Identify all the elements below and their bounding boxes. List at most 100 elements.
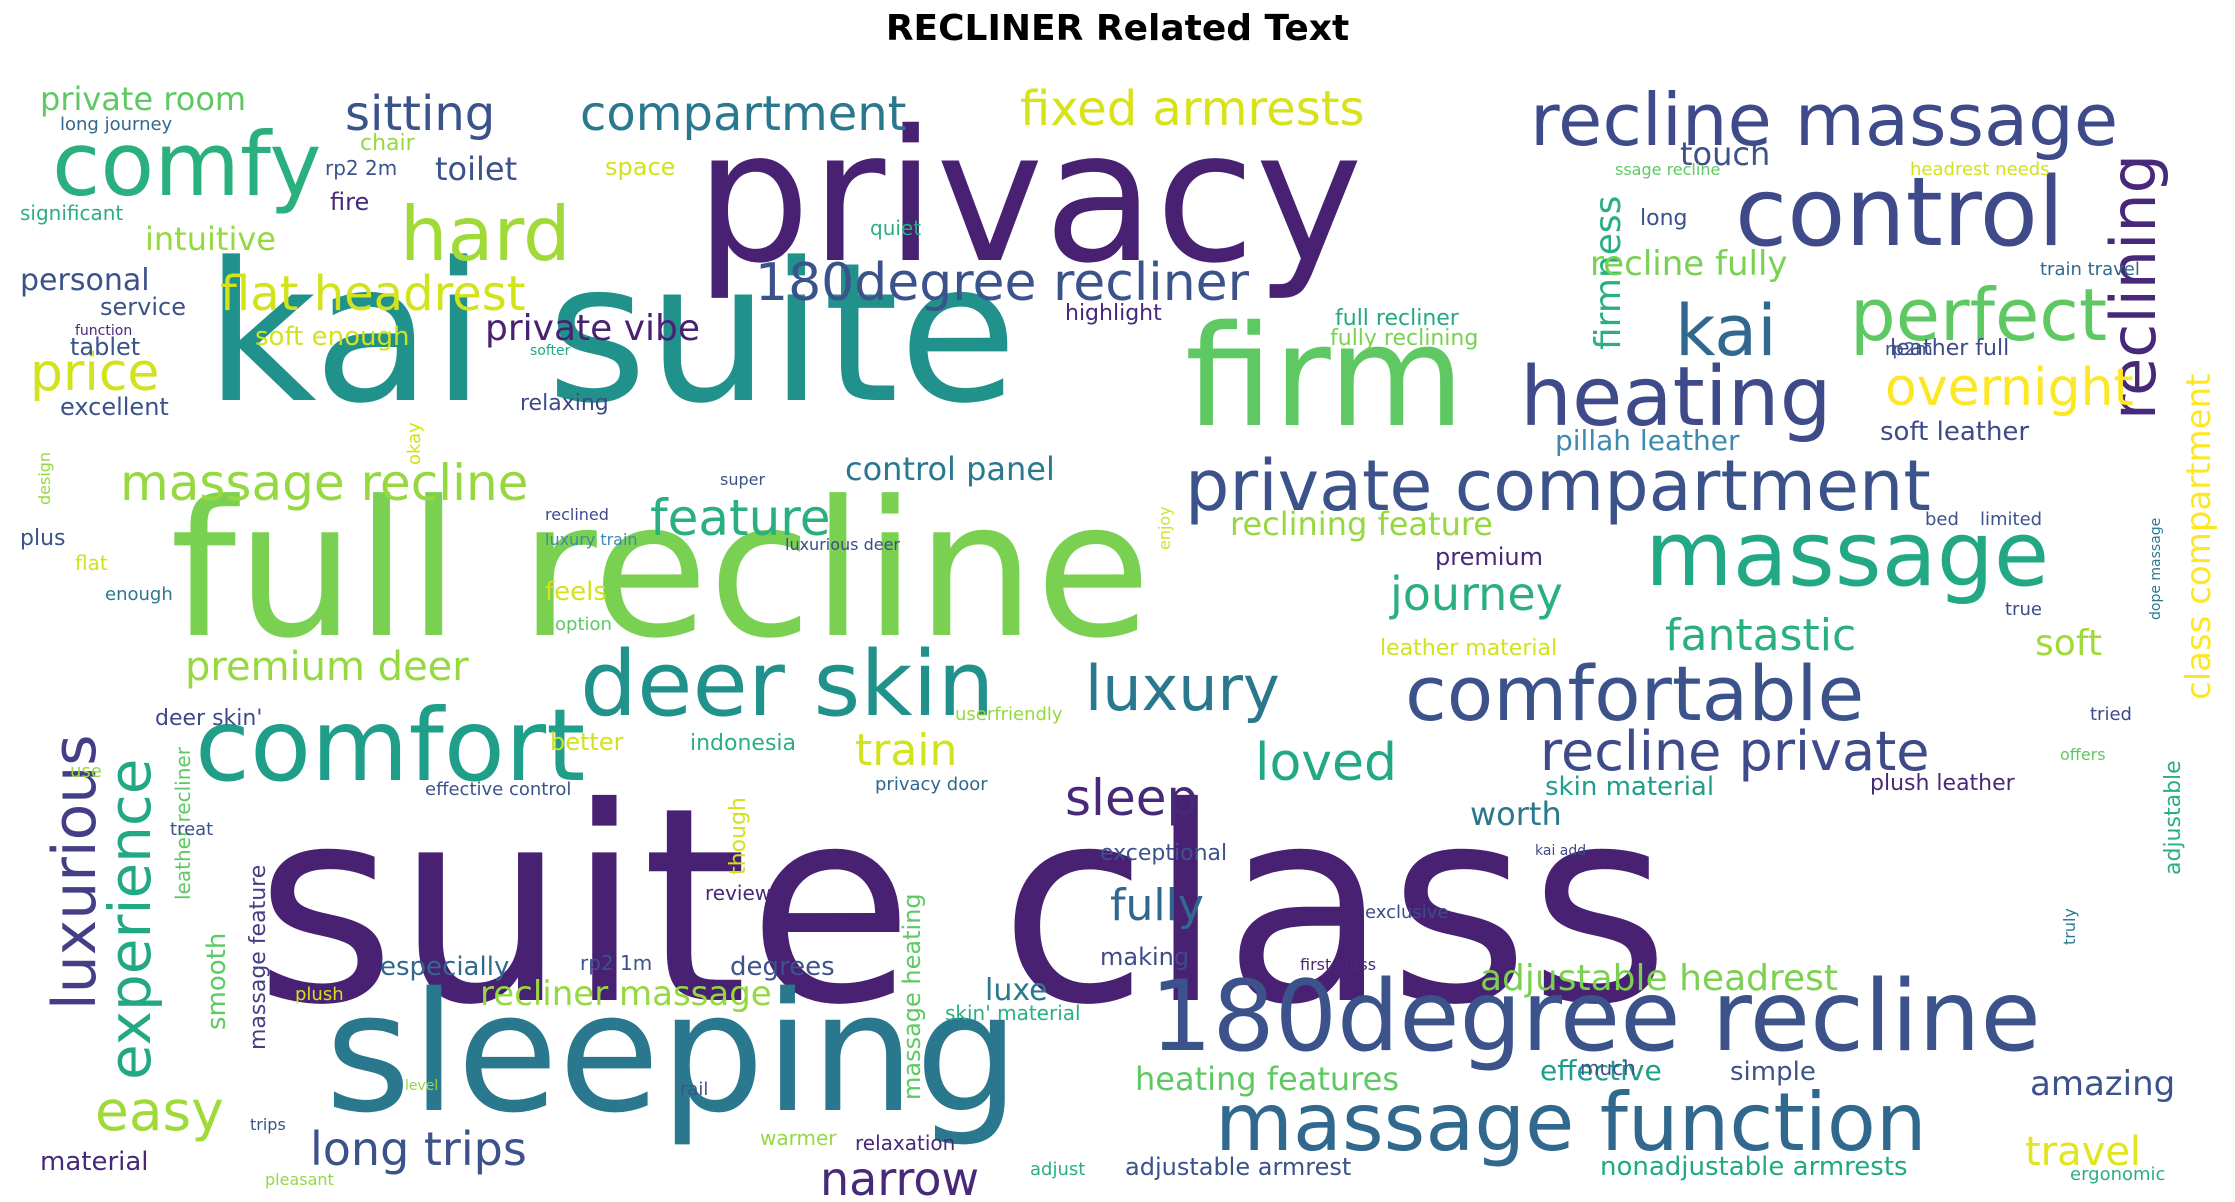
word-109: relaxation [855,1131,955,1155]
word-50: soft [2035,623,2102,664]
word-49: private vibe [485,308,700,349]
word-60: intuitive [145,220,276,258]
word-10: control [1735,158,2064,268]
word-18: perfect [1850,273,2107,357]
word-122: luxury train [545,530,638,549]
word-36: feature [650,489,831,547]
word-120: userfriendly [955,704,1063,725]
word-142: first class [1300,955,1376,974]
word-79: adjustable [2161,760,2186,875]
word-27: long trips [310,1122,527,1176]
word-143: much [1580,1056,1636,1080]
word-101: long journey [60,114,173,135]
word-87: service [100,293,186,321]
word-38: fantastic [1665,610,1856,661]
word-59: touch [1680,135,1770,173]
word-128: softer [530,343,571,359]
word-121: luxurious deer [785,535,900,554]
word-93: indonesia [690,731,796,756]
word-89: excellent [60,393,169,421]
word-113: flat [75,551,108,575]
word-44: travel [2025,1129,2141,1175]
word-63: soft leather [1880,417,2029,447]
word-28: sleep [1065,769,1198,827]
word-57: reclining feature [1230,505,1493,543]
word-5: firm [1185,296,1465,459]
word-0: suite class [255,749,1670,1064]
word-106: though [726,797,751,875]
word-84: making [1100,943,1189,971]
word-105: leather recliner [171,746,195,900]
word-94: highlight [1065,301,1162,326]
word-37: journey [1389,567,1563,621]
word-2: kai suite [205,221,1018,446]
word-29: compartment [580,86,906,142]
word-64: soft enough [255,322,409,352]
word-133: limited [1980,509,2042,530]
word-11: private compartment [1185,445,1931,527]
word-123: reclined [545,505,609,524]
word-7: massage function [1215,1076,1927,1169]
word-3: privacy [695,91,1363,303]
word-31: sitting [345,86,495,142]
word-88: tablet [70,333,140,361]
word-144: ergonomic [2070,1164,2165,1185]
word-70: nonadjustable armrests [1600,1152,1908,1182]
word-138: offers [2060,745,2106,764]
word-86: fire [330,188,369,216]
word-149: pleasant [265,1170,334,1189]
word-62: pillah leather [1555,424,1740,457]
word-42: fully [1110,880,1204,931]
word-111: skin' material [945,1001,1081,1025]
word-99: long [1640,206,1687,231]
word-115: plush [295,984,344,1005]
word-35: overnight [1885,358,2134,418]
word-17: heating [1520,350,1832,445]
word-1: full recline [170,461,1151,680]
word-65: effective [1540,1054,1662,1087]
word-4: sleeping [325,957,1020,1149]
word-85: degrees [730,952,835,982]
word-34: price [30,343,159,403]
word-95: relaxing [520,391,609,416]
word-117: use [70,761,102,782]
word-91: feels [545,577,607,607]
word-137: tried [2090,704,2132,725]
word-41: narrow [820,1152,979,1202]
word-100: significant [20,201,123,225]
word-75: simple [1730,1057,1816,1087]
word-22: recline private [1540,720,1929,783]
word-14: comfortable [1405,649,1864,738]
word-118: effective control [425,779,571,800]
word-52: worth [1470,795,1562,833]
word-67: luxe [985,973,1048,1008]
word-12: recline massage [1530,78,2118,162]
word-74: premium [1435,543,1543,571]
word-68: especially [380,952,509,982]
word-53: recliner massage [480,974,772,1014]
word-108: rp2 1m [580,951,652,975]
chart-title: RECLINER Related Text [885,8,1350,49]
word-8: comfort [195,687,585,804]
word-131: train travel [2040,259,2140,280]
word-124: super [720,470,765,489]
word-48: recline fully [1590,244,1788,284]
word-104: deer skin' [155,706,262,731]
word-45: adjustable headrest [1480,958,1838,999]
word-134: enjoy [1155,506,1174,550]
word-56: heating features [1135,1060,1399,1098]
word-9: massage [1645,502,2049,607]
word-107: review [705,881,771,905]
word-145: adjust [1030,1159,1085,1180]
word-125: okay [404,422,425,465]
word-46: class compartment [2179,374,2219,700]
word-82: fully reclining [1330,326,1478,351]
word-19: luxurious [40,734,110,1010]
word-139: kai add [1535,843,1586,859]
word-130: rp2m [1885,339,1933,360]
word-73: plush leather [1870,771,2016,796]
word-54: private room [40,80,246,118]
word-136: true [2005,599,2042,620]
word-23: luxury [1085,652,1280,725]
